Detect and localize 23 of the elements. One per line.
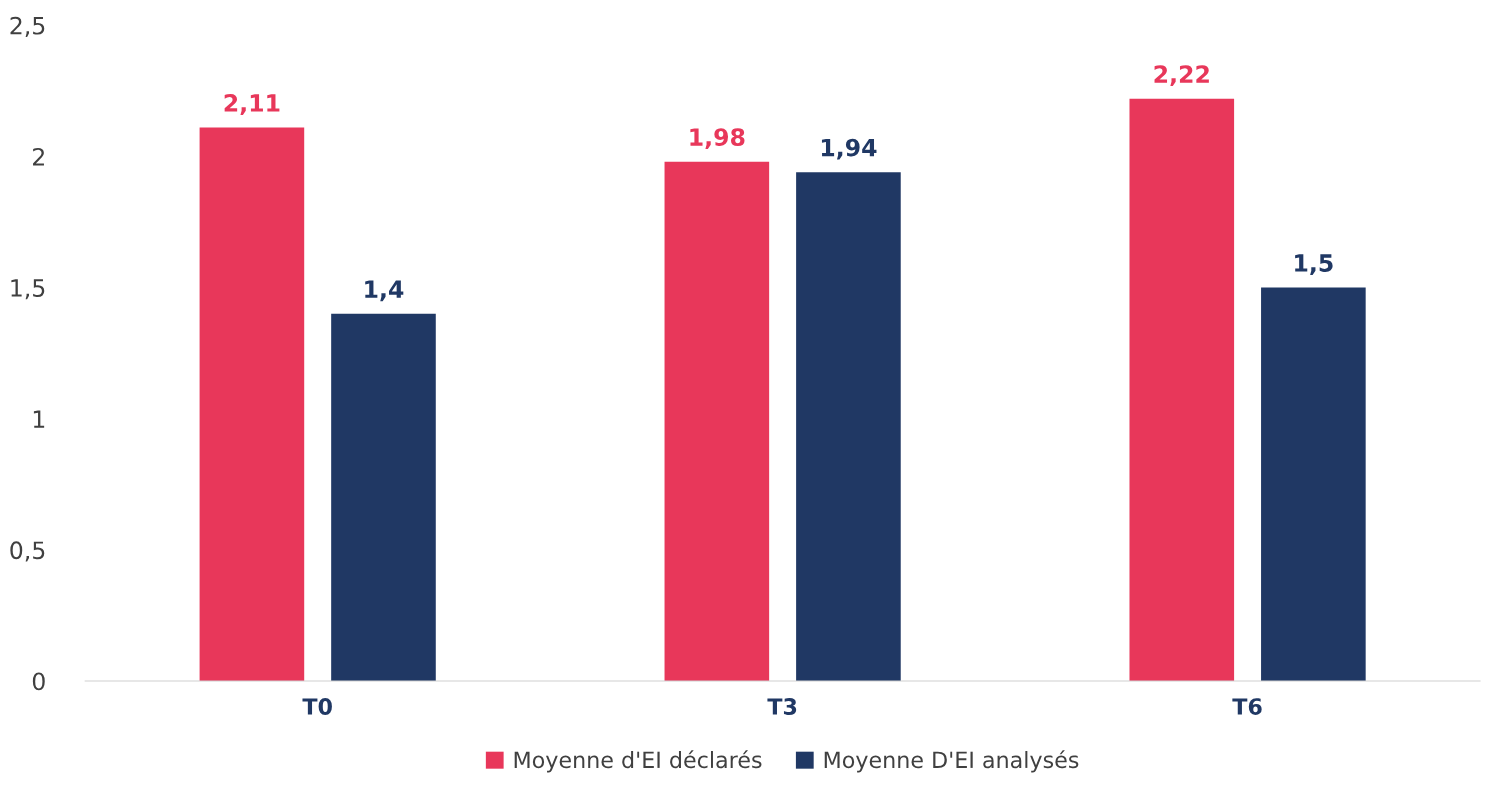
x-tick-label: T3	[767, 698, 797, 715]
x-tick-label: T6	[1232, 698, 1262, 715]
data-label: 1,94	[821, 138, 877, 160]
legend-label: Moyenne D'EI analysés	[824, 750, 1079, 773]
bar	[199, 127, 305, 682]
data-label: 1,5	[1295, 254, 1333, 275]
bar	[331, 313, 436, 682]
data-label: 2,22	[1154, 65, 1209, 87]
bar	[664, 161, 770, 682]
bar	[796, 172, 901, 682]
legend-label: Moyenne d'EI déclarés	[514, 750, 762, 773]
x-tick-label: T0	[302, 698, 332, 715]
bar	[1261, 287, 1366, 682]
y-tick-label: 2	[33, 147, 44, 166]
y-tick-label: 1	[33, 410, 45, 428]
y-tick-label: 0	[32, 672, 45, 691]
data-label: 1,4	[365, 280, 404, 302]
y-tick-label: 1,5	[11, 279, 45, 300]
y-tick-label: 0,5	[10, 541, 45, 562]
y-tick-label: 2,5	[10, 16, 45, 38]
bar	[1129, 98, 1235, 682]
data-label: 1,98	[690, 128, 745, 150]
data-label: 2,11	[224, 94, 280, 115]
